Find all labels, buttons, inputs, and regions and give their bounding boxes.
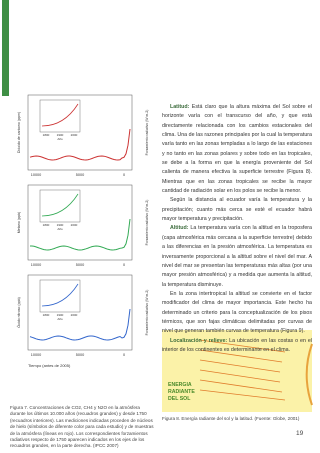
figure8-label: DEL SOL xyxy=(168,396,191,402)
inset-frame xyxy=(39,189,81,223)
inset-axis-title: Año xyxy=(57,137,63,141)
paragraph-text: La temperatura varía con la altitud en l… xyxy=(162,225,312,288)
x-tick-label: 5000 xyxy=(76,173,84,177)
figure8-label: RADIANTE xyxy=(168,389,195,395)
inset-frame xyxy=(39,279,81,313)
paragraph: Según la distancia al ecuador varía la t… xyxy=(162,196,312,224)
paragraph: Localización y relieve: La ubicación en … xyxy=(162,337,312,356)
y-axis-title: Óxido nitroso (ppb) xyxy=(16,297,21,328)
x-tick-label: 0 xyxy=(123,353,125,357)
x-tick-label: 0 xyxy=(123,173,125,177)
x-tick-label: 5000 xyxy=(76,263,84,267)
inset-tick-label: 2000 xyxy=(71,223,78,227)
curve xyxy=(29,128,131,161)
inset-tick-label: 1900 xyxy=(57,133,64,137)
inset-tick-label: 1800 xyxy=(43,223,50,227)
inset-frame xyxy=(39,99,81,133)
x-tick-label: 0 xyxy=(123,263,125,267)
figure8-label: ENERGIA xyxy=(168,382,192,388)
figure8-box xyxy=(162,330,312,412)
inset-tick-label: 1800 xyxy=(43,133,50,137)
inset-tick-label: 1800 xyxy=(43,313,50,317)
y-axis-title: Metano (ppb) xyxy=(17,212,21,233)
y2-axis-title: Forzamiento radiativo (W m-2) xyxy=(145,290,149,336)
figure8-caption: Figura 8. Energía radiante del sol y la … xyxy=(162,416,300,421)
inset-tick-label: 2000 xyxy=(71,313,78,317)
inset-curve xyxy=(41,193,79,217)
paragraph: En la zona intertropical la altitud se c… xyxy=(162,290,312,337)
paragraph: Latitud: Está claro que la altura máxima… xyxy=(162,103,312,196)
inset-curve xyxy=(41,103,79,127)
x-tick-label: 10000 xyxy=(31,353,42,357)
inset-tick-label: 2000 xyxy=(71,133,78,137)
inset-axis-title: Año xyxy=(57,317,63,321)
sun-rays xyxy=(199,339,286,401)
y2-axis-title: Forzamiento radiativo (W m-2) xyxy=(145,200,149,246)
x-tick-label: 5000 xyxy=(76,353,84,357)
x-axis-title: Tiempo (antes de 2005) xyxy=(28,363,71,368)
y2-axis-title: Forzamiento radiativo (W m-2) xyxy=(145,110,149,156)
paragraph-text: Está claro que la altura máxima del Sol … xyxy=(162,104,312,195)
x-tick-label: 10000 xyxy=(31,263,42,267)
paragraph: Altitud: La temperatura varía con la alt… xyxy=(162,224,312,289)
earth-arc xyxy=(305,343,313,406)
paragraph-text: En la zona intertropical la altitud se c… xyxy=(162,290,312,335)
sidebar-bar xyxy=(2,0,9,96)
y-axis-title: Dióxido de carbono (ppm) xyxy=(17,112,21,153)
inset-tick-label: 1900 xyxy=(57,223,64,227)
page-number: 19 xyxy=(296,430,304,437)
figure7-caption: Figura 7. Concentraciones de CO2, CH4 y … xyxy=(10,405,154,449)
curve xyxy=(30,218,131,251)
inset-curve xyxy=(41,283,79,307)
inset-tick-label: 1900 xyxy=(57,313,64,317)
paragraph-text: Según la distancia al ecuador varía la t… xyxy=(162,197,312,223)
curve xyxy=(29,308,131,341)
x-tick-label: 10000 xyxy=(31,173,42,177)
paragraph-lead: Localización y relieve: xyxy=(170,337,228,344)
paragraph-text: La ubicación en las costas o en el inter… xyxy=(162,337,312,353)
paragraph-lead: Altitud: xyxy=(170,225,189,232)
inset-axis-title: Año xyxy=(57,227,63,231)
body-text: Latitud: Está claro que la altura máxima… xyxy=(162,103,312,355)
paragraph-lead: Latitud: xyxy=(170,104,190,110)
